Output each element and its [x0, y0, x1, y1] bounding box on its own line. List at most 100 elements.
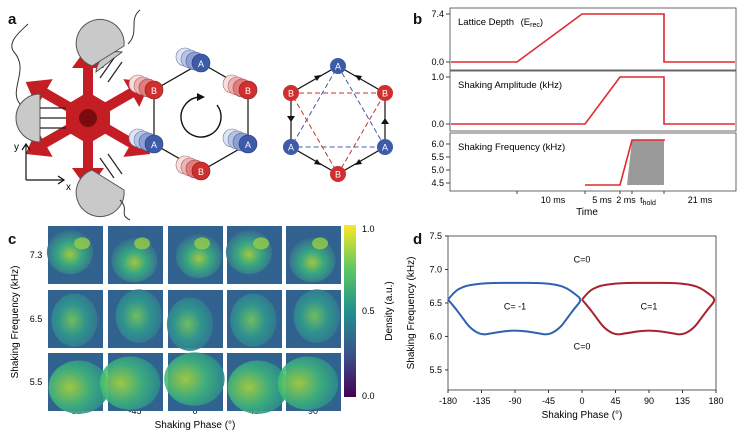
annotation-label: C=1: [641, 301, 658, 311]
site-B-upper-left: B: [128, 74, 164, 100]
density-image: [46, 226, 103, 284]
site-A-label: A: [382, 143, 388, 153]
site-B-label: B: [151, 86, 157, 96]
site-B-upper-right: B: [222, 74, 258, 100]
site-A-top: A: [175, 47, 211, 73]
colorbar-tick-1.0: 1.0: [362, 224, 375, 234]
site-B-label: B: [288, 89, 294, 99]
x-tick-label: -135: [472, 396, 490, 406]
site-B-bottom: B: [175, 155, 211, 181]
panel-c-ylabel: Shaking Frequency (kHz): [10, 266, 21, 379]
y-tick-label: 5.5: [429, 365, 442, 375]
time-tick-thold: thold: [640, 195, 656, 207]
density-image: [277, 353, 341, 411]
density-image: [48, 290, 103, 348]
panel-b-timing: Lattice Depth (Erec) 7.4 0.0 Shaking Amp…: [431, 7, 737, 218]
density-image: [227, 353, 289, 414]
xy-axes: [21, 142, 66, 185]
y-tick-label: 6.5: [429, 298, 442, 308]
panel-label-d: d: [413, 231, 422, 248]
lattice-depth-frame: [449, 7, 737, 71]
lattice-tick-bottom: 0.0: [431, 57, 444, 67]
density-image: [48, 353, 110, 414]
axis-x-label: x: [66, 182, 71, 193]
freq-tick-4.5: 4.5: [431, 178, 444, 188]
site-A-label: A: [151, 140, 157, 150]
y-tick-label: 7.5: [429, 231, 442, 241]
row-label-6.5: 6.5: [30, 314, 43, 324]
panel-a-laser-setup: y x: [11, 9, 151, 221]
time-axis-label: Time: [576, 207, 598, 218]
site-A-label: A: [288, 143, 294, 153]
freq-tick-6.0: 6.0: [431, 139, 444, 149]
density-image: [108, 289, 163, 348]
x-tick-label: 45: [610, 396, 620, 406]
panel-label-b: b: [413, 11, 422, 28]
colorbar-tick-0.0: 0.0: [362, 391, 375, 401]
site-A-label: A: [198, 59, 204, 69]
site-A-lower-left: A: [128, 128, 164, 154]
density-image: [108, 226, 163, 284]
panel-d-chern-chart: -180 -135 -90 -45 0 45 90 135 180 5.5 6.0 6.5 7.0 7.5…: [406, 231, 724, 421]
piezo-shaker-left: [11, 23, 66, 143]
panel-c-density-grid: Shaking Frequency (kHz) 7.3 6.5 5.5 -90 …: [10, 224, 395, 431]
freq-tick-5.0: 5.0: [431, 165, 444, 175]
x-tick-label: 90: [644, 396, 654, 406]
time-tick-10ms: 10 ms: [541, 195, 566, 205]
panel-c-xlabel: Shaking Phase (°): [155, 420, 236, 431]
y-axis-label: Shaking Frequency (kHz): [406, 257, 417, 370]
frequency-title: Shaking Frequency (kHz): [458, 142, 565, 153]
site-B-label: B: [382, 89, 388, 99]
time-tick-2ms: 2 ms: [616, 195, 636, 205]
amplitude-title: Shaking Amplitude (kHz): [458, 80, 562, 91]
svg-text:Lattice Depth (Erec): Lattice Depth (Erec): [458, 17, 543, 29]
x-tick-label: -90: [508, 396, 521, 406]
x-tick-label: -180: [439, 396, 457, 406]
x-tick-label: 135: [675, 396, 690, 406]
annotation-label: C=0: [574, 341, 591, 351]
density-image: [164, 352, 225, 411]
series-line-0: [447, 281, 582, 336]
site-A-label: A: [335, 62, 341, 72]
amplitude-trace: [451, 76, 735, 125]
x-axis-label: Shaking Phase (°): [542, 410, 623, 421]
colorbar-label: Density (a.u.): [384, 281, 395, 340]
frequency-trace: [585, 139, 665, 186]
density-image: [286, 226, 341, 284]
lattice-unit: (E: [521, 17, 531, 28]
panel-a-honeycomb: A A A B B B: [283, 58, 393, 182]
lattice-tick-top: 7.4: [431, 9, 444, 19]
x-tick-label: 0: [579, 396, 584, 406]
density-image: [166, 290, 223, 351]
density-image: [286, 289, 341, 348]
y-tick-label: 7.0: [429, 264, 442, 274]
x-tick-label: 180: [708, 396, 723, 406]
lattice-depth-trace: [451, 13, 735, 63]
colorbar: [344, 225, 356, 397]
site-A-label: A: [245, 140, 251, 150]
panel-label-c: c: [8, 231, 16, 248]
piezo-shaker-bottom: [75, 153, 131, 221]
panel-a-hexagon-rotation: A A A B B: [128, 47, 258, 181]
time-tick-5ms: 5 ms: [592, 195, 612, 205]
site-B-label: B: [198, 167, 204, 177]
row-label-5.5: 5.5: [30, 377, 43, 387]
hold-shaded-region: [627, 140, 664, 185]
lattice-unit-sub: rec: [530, 22, 540, 29]
annotation-label: C= -1: [504, 301, 526, 311]
colorbar-tick-0.5: 0.5: [362, 306, 375, 316]
lattice-title: Lattice Depth: [458, 17, 514, 28]
site-B-label: B: [245, 86, 251, 96]
axis-y-label: y: [14, 142, 19, 153]
density-image: [225, 226, 282, 284]
site-B-label: B: [335, 170, 341, 180]
row-label-7.3: 7.3: [30, 250, 43, 260]
y-tick-label: 6.0: [429, 331, 442, 341]
x-tick-label: -45: [542, 396, 555, 406]
density-image: [168, 226, 223, 284]
density-image: [99, 353, 163, 411]
series-line-1: [581, 281, 716, 336]
amp-tick-top: 1.0: [431, 72, 444, 82]
lattice-unit-close: ): [540, 17, 543, 28]
